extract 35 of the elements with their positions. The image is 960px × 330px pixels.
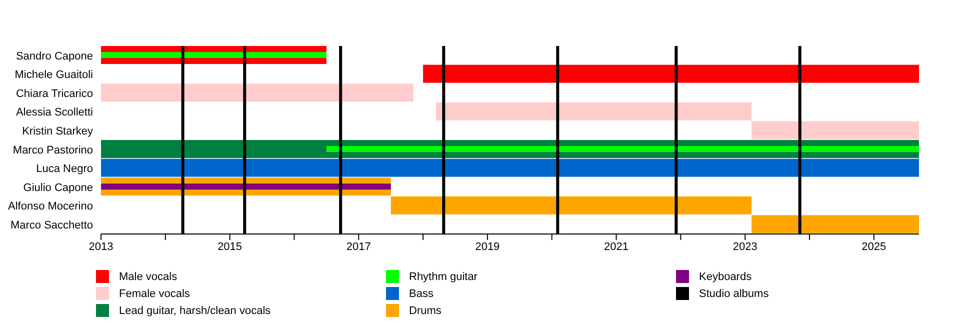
bar xyxy=(436,102,752,120)
x-tick-label: 2013 xyxy=(88,240,114,253)
x-tick-label: 2015 xyxy=(218,240,242,253)
y-tick-label: Luca Negro xyxy=(36,163,93,176)
legend-label: Female vocals xyxy=(119,288,190,300)
y-tick-label: Giulio Capone xyxy=(23,182,93,194)
y-tick-label: Chiara Tricarico xyxy=(16,88,93,100)
bar xyxy=(326,146,919,152)
legend-label: Studio albums xyxy=(699,288,769,300)
x-tick-label: 2023 xyxy=(732,240,758,253)
x-tick-label: 2017 xyxy=(346,240,371,253)
legend-label: Drums xyxy=(409,304,442,316)
legend-label: Lead guitar, harsh/clean vocals xyxy=(119,304,271,316)
legend-label: Bass xyxy=(409,288,434,300)
y-tick-label: Kristin Starkey xyxy=(22,126,94,138)
y-tick-label: Sandro Capone xyxy=(16,50,93,62)
y-tick-label: Michele Guaitoli xyxy=(14,69,93,82)
bar xyxy=(101,158,919,177)
y-tick-label: Marco Pastorino xyxy=(12,144,93,156)
x-tick-label: 2021 xyxy=(604,240,629,253)
bar xyxy=(101,52,326,58)
legend-label: Male vocals xyxy=(119,270,178,282)
legend-label: Keyboards xyxy=(699,270,752,282)
y-tick-label: Alessia Scolletti xyxy=(16,106,93,119)
legend-label: Rhythm guitar xyxy=(409,270,478,282)
x-tick-label: 2025 xyxy=(862,240,886,253)
bar xyxy=(101,84,414,102)
bar xyxy=(423,64,919,83)
x-tick-label: 2019 xyxy=(475,240,500,253)
bar xyxy=(752,121,919,140)
y-tick-label: Marco Sacchetto xyxy=(10,220,93,232)
bar xyxy=(752,215,919,234)
bar xyxy=(390,196,752,214)
bar xyxy=(101,184,391,190)
y-tick-label: Alfonso Mocerino xyxy=(8,200,93,213)
